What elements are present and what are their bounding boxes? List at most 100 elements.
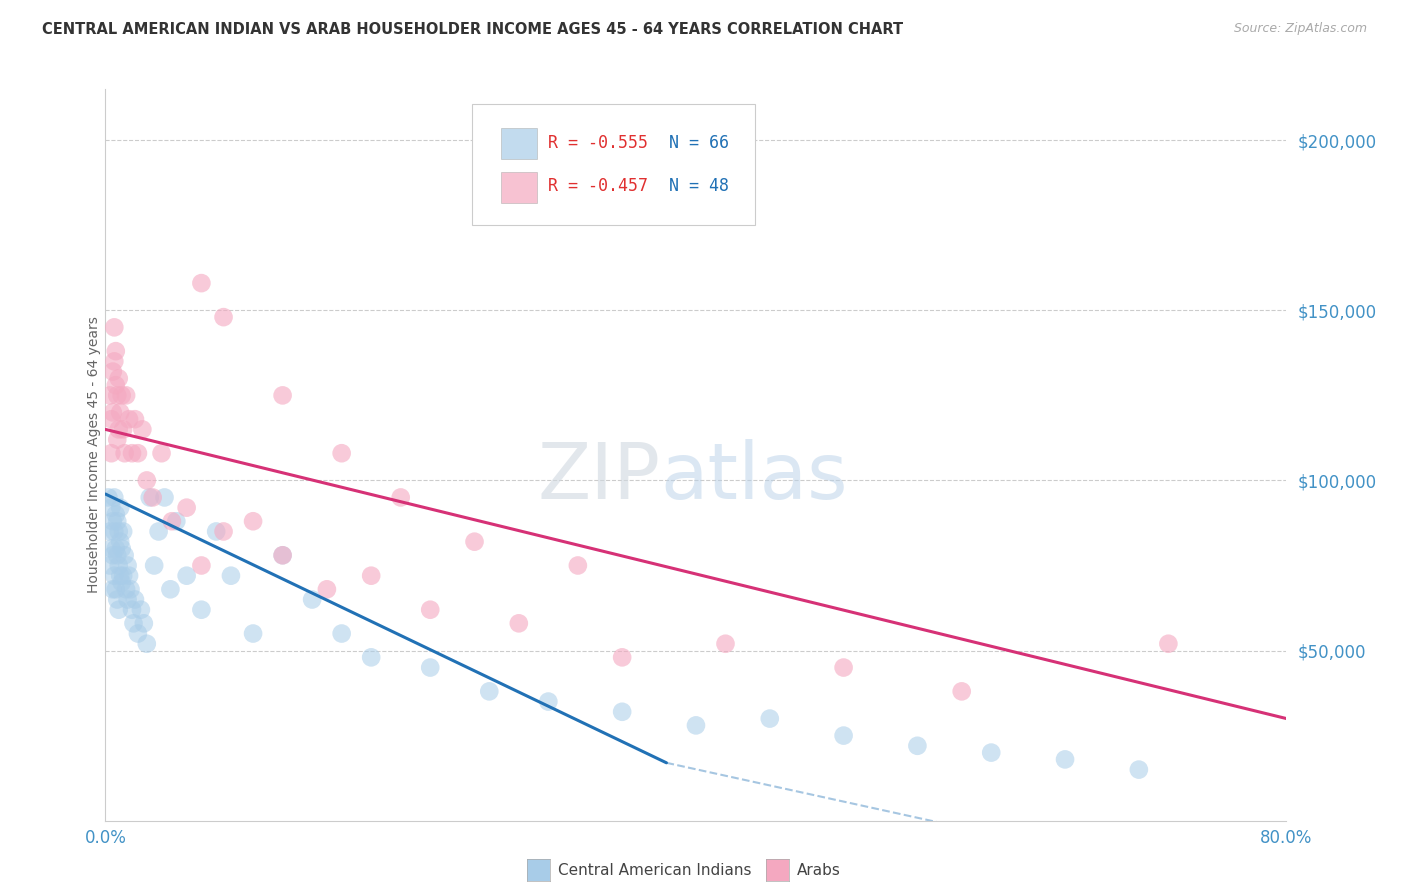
Text: R = -0.555: R = -0.555 [548, 134, 648, 152]
Point [685, 718, 707, 732]
Text: Arabs: Arabs [797, 863, 841, 878]
Point [330, 626, 353, 640]
Point [212, 310, 235, 325]
Point [118, 568, 141, 582]
Point [107, 422, 129, 436]
Point [100, 412, 122, 426]
Point [105, 592, 128, 607]
FancyBboxPatch shape [501, 172, 537, 202]
Point [110, 568, 132, 582]
Point [165, 514, 187, 528]
Point [103, 491, 125, 505]
Point [389, 491, 412, 505]
Point [98, 524, 121, 539]
Point [101, 514, 124, 528]
Point [112, 422, 135, 436]
Point [114, 446, 136, 460]
Point [360, 650, 382, 665]
Point [1128, 763, 1150, 777]
Point [107, 603, 129, 617]
Point [537, 695, 560, 709]
Point [98, 558, 121, 573]
Point [159, 582, 181, 597]
FancyBboxPatch shape [471, 103, 755, 225]
Point [132, 616, 155, 631]
Point [121, 446, 143, 460]
Point [143, 558, 166, 573]
Point [107, 524, 129, 539]
Point [176, 500, 198, 515]
Point [138, 491, 162, 505]
Point [101, 549, 124, 563]
Point [464, 534, 486, 549]
Point [242, 514, 264, 528]
Point [107, 558, 129, 573]
Point [478, 684, 501, 698]
Point [105, 388, 128, 402]
Point [104, 582, 127, 597]
Point [160, 514, 183, 528]
Point [100, 500, 122, 515]
Point [117, 592, 139, 607]
Point [101, 582, 124, 597]
Point [567, 558, 589, 573]
FancyBboxPatch shape [501, 128, 537, 159]
Point [1054, 752, 1077, 766]
Point [110, 405, 132, 419]
Point [271, 388, 294, 402]
Point [127, 446, 149, 460]
Point [190, 558, 212, 573]
Point [190, 603, 212, 617]
Point [150, 446, 173, 460]
Point [419, 603, 441, 617]
Point [1157, 637, 1180, 651]
Text: Central American Indians: Central American Indians [558, 863, 752, 878]
Point [315, 582, 337, 597]
Text: N = 66: N = 66 [648, 134, 728, 152]
Point [111, 388, 134, 402]
Point [103, 568, 125, 582]
Point [118, 412, 141, 426]
Point [124, 412, 146, 426]
Point [714, 637, 737, 651]
Point [131, 422, 153, 436]
Point [205, 524, 228, 539]
Point [117, 558, 139, 573]
Point [271, 549, 294, 563]
Text: R = -0.457: R = -0.457 [548, 178, 648, 195]
Point [832, 729, 855, 743]
Point [129, 603, 152, 617]
Point [120, 582, 142, 597]
Point [103, 320, 125, 334]
Point [110, 500, 132, 515]
Point [980, 746, 1002, 760]
Point [104, 541, 127, 556]
Point [97, 491, 120, 505]
Point [360, 568, 382, 582]
Point [905, 739, 928, 753]
Point [301, 592, 323, 607]
Point [112, 568, 135, 582]
Text: ZIP: ZIP [537, 439, 661, 515]
Text: atlas: atlas [661, 439, 848, 515]
Point [148, 524, 170, 539]
Point [107, 371, 129, 385]
Point [508, 616, 530, 631]
Point [115, 388, 138, 402]
Point [112, 524, 135, 539]
Point [98, 388, 121, 402]
Point [176, 568, 198, 582]
Point [759, 712, 782, 726]
Point [111, 541, 134, 556]
Point [330, 446, 353, 460]
Point [242, 626, 264, 640]
Point [100, 446, 122, 460]
Point [111, 575, 134, 590]
Point [122, 616, 145, 631]
Point [271, 549, 294, 563]
Point [100, 541, 122, 556]
Text: N = 48: N = 48 [648, 178, 728, 195]
Point [127, 626, 149, 640]
Text: CENTRAL AMERICAN INDIAN VS ARAB HOUSEHOLDER INCOME AGES 45 - 64 YEARS CORRELATIO: CENTRAL AMERICAN INDIAN VS ARAB HOUSEHOL… [42, 22, 903, 37]
Point [103, 524, 125, 539]
